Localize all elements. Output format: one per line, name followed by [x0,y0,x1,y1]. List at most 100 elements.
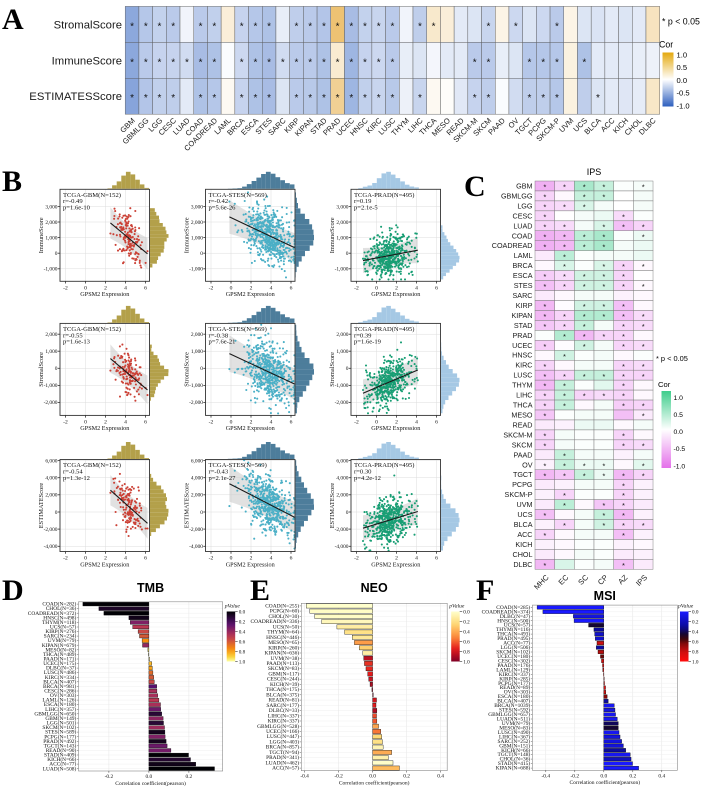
svg-text:PRAD(N=495): PRAD(N=495) [497,635,530,642]
svg-text:UCS(N=57): UCS(N=57) [50,624,77,631]
svg-text:PCPG(N=60): PCPG(N=60) [270,608,300,615]
svg-text:0.4: 0.4 [658,773,665,779]
svg-text:UVM(N=38): UVM(N=38) [271,655,300,662]
svg-text:ESCA(N=180): ESCA(N=180) [44,701,77,708]
svg-text:CHOL(N=30): CHOL(N=30) [269,613,300,620]
svg-text:D: D [2,574,24,607]
svg-text:0: 0 [230,556,233,562]
svg-text:*: * [602,332,605,341]
svg-text:ACC(N=77): ACC(N=77) [503,640,530,647]
svg-text:*: * [583,322,586,331]
svg-text:*: * [486,93,490,104]
svg-text:*: * [543,242,546,251]
svg-text:*: * [543,412,546,421]
svg-text:*: * [563,491,566,500]
svg-text:r=-0.38: r=-0.38 [209,332,229,339]
svg-text:4,000: 4,000 [336,476,348,482]
svg-text:PCPG(N=177): PCPG(N=177) [44,733,76,740]
svg-text:STES(N=592): STES(N=592) [499,707,530,714]
svg-text:*: * [543,203,546,212]
svg-text:*: * [543,232,546,241]
svg-text:0: 0 [230,285,233,291]
svg-text:PAAD: PAAD [513,450,532,459]
svg-text:3,000: 3,000 [45,204,57,210]
svg-text:*: * [622,561,625,570]
svg-text:GPSM2 Expression: GPSM2 Expression [371,561,420,568]
svg-text:0.8: 0.8 [239,649,246,655]
svg-text:*: * [322,93,326,104]
svg-text:-2: -2 [209,285,214,291]
svg-text:KIPAN(N=679): KIPAN(N=679) [42,642,77,649]
svg-text:LUAD(N=462): LUAD(N=462) [266,759,300,766]
svg-text:2: 2 [250,419,253,425]
svg-text:r=0.19: r=0.19 [354,198,372,205]
svg-text:p=1.6e-10: p=1.6e-10 [63,205,91,212]
svg-text:OV: OV [522,460,533,469]
svg-text:STAD(N=415): STAD(N=415) [498,760,530,767]
svg-text:KIRP(N=260): KIRP(N=260) [268,644,299,651]
svg-text:*: * [543,272,546,281]
svg-text:6: 6 [290,285,293,291]
svg-text:LUSC(N=486): LUSC(N=486) [44,669,77,676]
svg-text:*: * [563,322,566,331]
svg-text:*: * [555,57,559,68]
svg-text:LAML(N=129): LAML(N=129) [496,666,530,673]
svg-text:*: * [240,93,244,104]
svg-text:*: * [622,382,625,391]
svg-text:TCGA-STES(N=569): TCGA-STES(N=569) [209,462,267,469]
svg-text:*: * [642,262,645,271]
svg-text:*: * [642,312,645,321]
svg-text:0: 0 [84,419,87,425]
svg-text:*: * [144,21,148,32]
svg-text:*: * [583,232,586,241]
svg-text:*: * [582,57,586,68]
svg-text:PRAD(N=492): PRAD(N=492) [43,738,76,745]
svg-text:C: C [464,170,486,203]
svg-text:CESC: CESC [513,211,533,220]
svg-text:2: 2 [250,556,253,562]
svg-text:*: * [622,491,625,500]
svg-text:*: * [543,183,546,192]
svg-text:*: * [295,57,299,68]
svg-text:*: * [212,57,216,68]
svg-text:*: * [622,511,625,520]
svg-text:-2,000: -2,000 [335,400,349,406]
svg-text:*: * [377,57,381,68]
svg-text:StromalScore: StromalScore [54,19,122,31]
svg-text:0.6: 0.6 [463,639,470,645]
svg-text:DLBC(N=33): DLBC(N=33) [269,707,299,714]
svg-text:SKCM: SKCM [512,440,533,449]
svg-text:0: 0 [200,366,203,372]
svg-text:*: * [583,372,586,381]
svg-text:4: 4 [415,556,418,562]
svg-text:KIRP(N=276): KIRP(N=276) [45,628,76,635]
svg-text:0: 0 [375,419,378,425]
svg-text:-2,000: -2,000 [44,400,58,406]
svg-text:*: * [377,21,381,32]
svg-text:GBMLGG(N=528): GBMLGG(N=528) [257,723,299,730]
svg-text:*: * [563,451,566,460]
svg-text:CESC(N=286): CESC(N=286) [44,688,76,695]
svg-text:0: 0 [375,285,378,291]
svg-text:LIHC(N=337): LIHC(N=337) [268,712,299,719]
svg-text:TCGA-GBM(N=152): TCGA-GBM(N=152) [63,462,121,469]
svg-text:4: 4 [415,419,418,425]
svg-text:*: * [563,471,566,480]
svg-text:GPSM2 Expression: GPSM2 Expression [226,291,275,298]
svg-text:0.4: 0.4 [463,629,470,635]
svg-text:*: * [602,262,605,271]
svg-text:0.6: 0.6 [239,639,246,645]
svg-text:*: * [543,382,546,391]
svg-text:SKCM(N=83): SKCM(N=83) [268,665,299,672]
svg-text:p=1.6e-19: p=1.6e-19 [354,339,382,346]
svg-text:*: * [583,193,586,202]
svg-text:1.0: 1.0 [677,51,688,60]
svg-text:2: 2 [104,419,107,425]
svg-text:*: * [602,272,605,281]
svg-text:2,000: 2,000 [45,493,57,499]
svg-text:STES: STES [514,281,533,290]
svg-text:2,000: 2,000 [191,220,203,226]
svg-text:*: * [543,322,546,331]
svg-text:KIPAN: KIPAN [511,311,532,320]
svg-text:*: * [349,93,353,104]
